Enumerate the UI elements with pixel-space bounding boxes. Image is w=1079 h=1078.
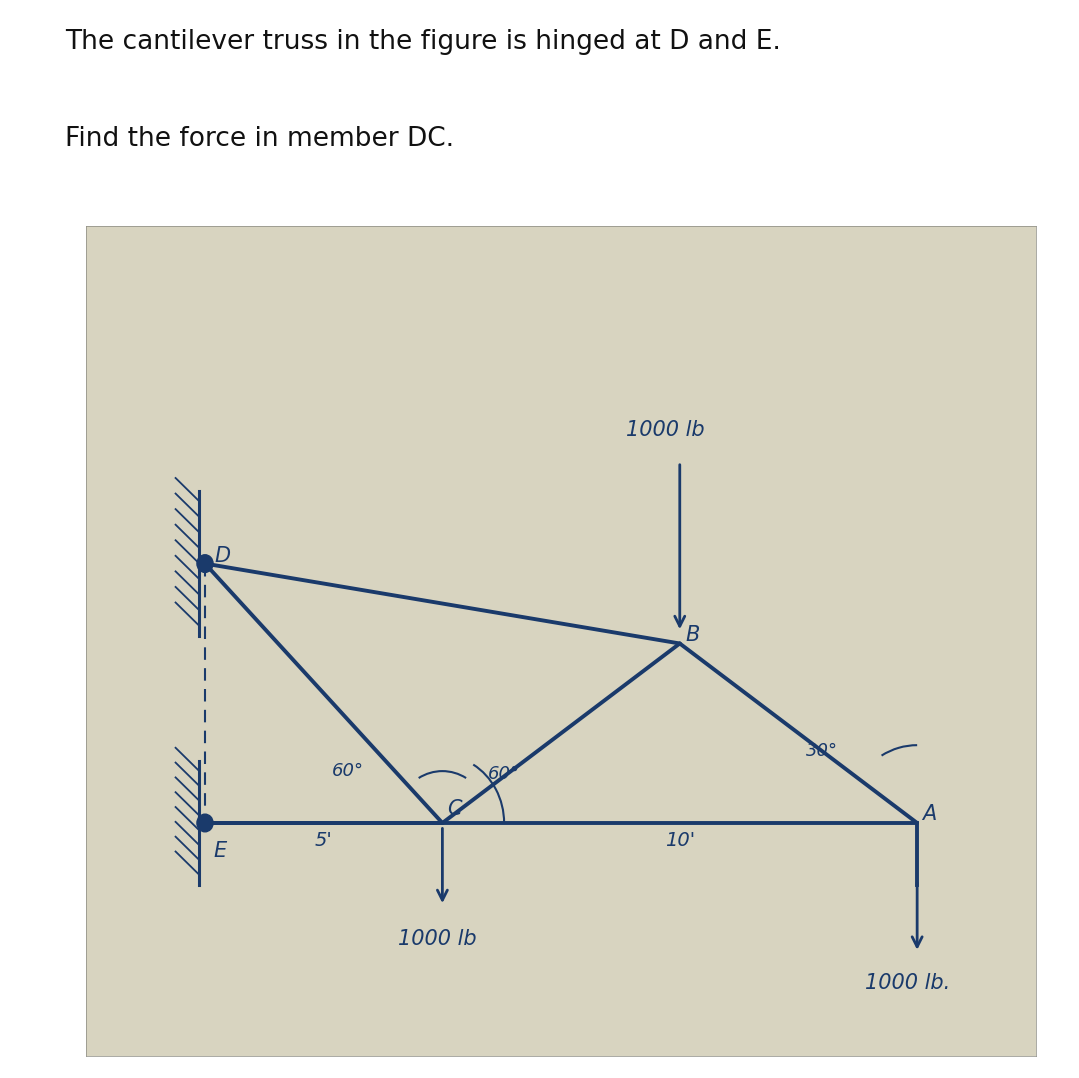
Text: A: A [921,804,937,825]
Text: 1000 lb.: 1000 lb. [865,973,951,993]
Text: 5': 5' [315,831,332,851]
Text: 1000 lb: 1000 lb [398,929,477,949]
Text: Find the force in member DC.: Find the force in member DC. [65,126,454,152]
Text: 10': 10' [665,831,695,851]
Text: E: E [214,841,227,860]
Text: 30°: 30° [806,742,838,760]
Circle shape [197,555,213,572]
Text: 1000 lb: 1000 lb [626,420,705,440]
Text: 60°: 60° [488,765,520,783]
Text: C: C [447,799,462,819]
Text: The cantilever truss in the figure is hinged at D and E.: The cantilever truss in the figure is hi… [65,29,780,55]
Text: B: B [685,625,700,645]
Circle shape [197,814,213,832]
Text: D: D [215,545,231,566]
Text: 60°: 60° [331,762,364,780]
